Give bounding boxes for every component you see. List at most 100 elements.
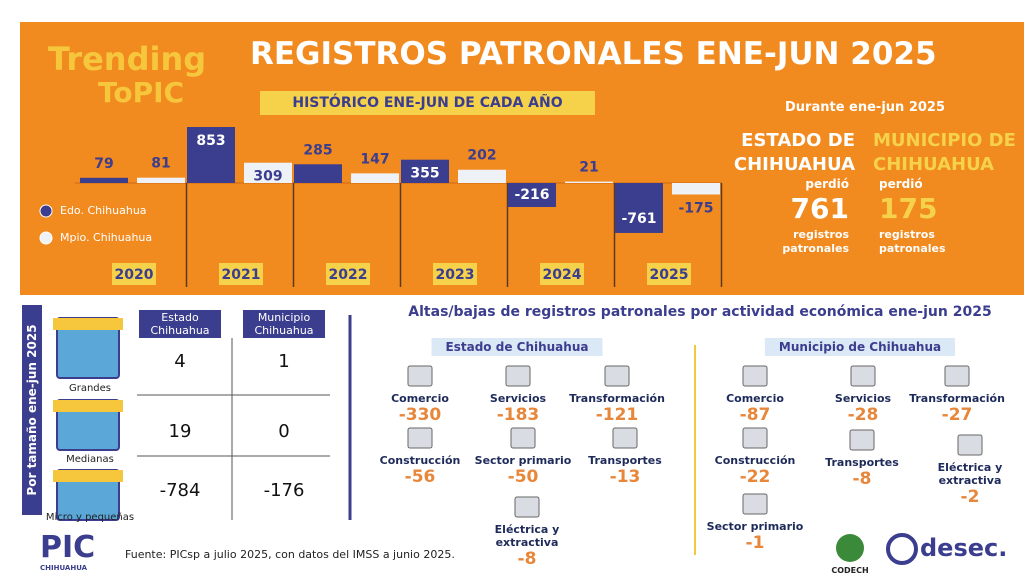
row-label: Medianas	[66, 454, 114, 465]
activity: Transportes -13	[570, 454, 680, 487]
year-box	[433, 263, 477, 285]
logo: ToPIC	[98, 76, 185, 109]
activity-label: Transformación	[569, 392, 665, 405]
cell-value: -176	[263, 480, 305, 501]
activity-value: -121	[595, 405, 639, 425]
value-label: -216	[514, 187, 549, 203]
side-label: Por tamaño ene-jun 2025	[25, 324, 39, 496]
activity-label: Transportes	[588, 454, 662, 467]
cell-value: 4	[174, 351, 186, 372]
activity: Sector primario -50	[468, 454, 578, 487]
bar	[294, 164, 342, 183]
activity-value: -56	[404, 467, 436, 487]
year-box	[219, 263, 263, 285]
activity: Comercio -330	[365, 392, 475, 425]
activity-icon	[510, 427, 536, 449]
x-tick-label: 2023	[436, 267, 475, 283]
activity-label: Sector primario	[706, 520, 804, 533]
store-awning	[53, 400, 123, 412]
group-header: Estado de Chihuahua	[431, 338, 603, 356]
activity-value: -1	[745, 533, 765, 553]
summary-name: MUNICIPIO DE	[873, 130, 1016, 151]
label-box	[508, 183, 556, 207]
bar	[187, 127, 235, 183]
activity-icon	[742, 365, 768, 387]
activity: Transformación -27	[902, 392, 1012, 425]
activity-label: Comercio	[726, 392, 784, 405]
activity: Transformación -121	[562, 392, 672, 425]
group-header: Municipio de Chihuahua	[764, 338, 956, 356]
value-label: 21	[579, 160, 598, 176]
x-tick-label: 2025	[650, 267, 689, 283]
row-label: Micro y pequeñas	[45, 512, 135, 523]
activity: Servicios -183	[463, 392, 573, 425]
activity: Transportes -8	[807, 456, 917, 489]
x-tick-label: 2020	[115, 267, 154, 283]
cell-value: 1	[278, 351, 290, 372]
activity-value: -50	[507, 467, 539, 487]
title: REGISTROS PATRONALES ENE-JUN 2025	[250, 36, 937, 72]
summary-period: Durante ene-jun 2025	[785, 100, 945, 115]
summary-value: 175	[879, 192, 938, 225]
column-header: Municipio Chihuahua	[243, 310, 325, 338]
bar	[672, 183, 720, 195]
activity-icon	[505, 365, 531, 387]
activity-label: Sector primario	[474, 454, 572, 467]
logo-left: PIC	[40, 530, 96, 565]
activity-value: -22	[739, 467, 771, 487]
bar	[565, 181, 613, 183]
bar	[80, 177, 128, 183]
activity-value: -183	[496, 405, 540, 425]
side-band	[22, 305, 42, 515]
activities-title: Altas/bajas de registros patronales por …	[408, 304, 992, 320]
activity-icon	[850, 365, 876, 387]
cell-value: 19	[168, 421, 192, 442]
activity-label: Comercio	[391, 392, 449, 405]
year-box	[647, 263, 691, 285]
value-label: -175	[678, 200, 713, 216]
bar	[615, 183, 663, 233]
activity-value: -8	[852, 469, 872, 489]
bar	[137, 177, 185, 183]
activity: Servicios -28	[808, 392, 918, 425]
bar	[244, 162, 292, 183]
activity-value: -27	[941, 405, 973, 425]
summary-unit: registros	[793, 228, 849, 241]
activity-icon	[957, 434, 983, 456]
activity-value: -8	[517, 549, 537, 569]
cell-value: 0	[278, 421, 290, 442]
activity-icon	[849, 429, 875, 451]
desec: desec.	[920, 534, 1008, 562]
column-header: Estado Chihuahua	[139, 310, 221, 338]
value-label: 79	[94, 156, 113, 172]
summary-name: CHIHUAHUA	[873, 154, 995, 175]
summary-unit: patronales	[879, 242, 946, 255]
activity-icon	[407, 427, 433, 449]
activity-value: -330	[398, 405, 442, 425]
summary-value: 761	[790, 192, 849, 225]
summary-verb: perdió	[805, 177, 849, 191]
activity: Comercio -87	[700, 392, 810, 425]
summary-verb: perdió	[879, 177, 923, 191]
store-awning	[53, 470, 123, 482]
activity-icon	[742, 427, 768, 449]
activity-label: Transformación	[909, 392, 1005, 405]
legend-label: Edo. Chihuahua	[60, 204, 147, 217]
value-label: 355	[410, 166, 439, 182]
row-label: Grandes	[68, 383, 112, 394]
activity: Construcción -56	[365, 454, 475, 487]
value-label: 202	[467, 148, 496, 164]
activity: Construcción -22	[700, 454, 810, 487]
x-tick-label: 2021	[222, 267, 261, 283]
chart-subtitle: HISTÓRICO ENE-JUN DE CADA AÑO	[260, 91, 595, 115]
year-box	[112, 263, 156, 285]
activity-label: Eléctrica y extractiva	[494, 523, 560, 549]
bar	[401, 159, 449, 183]
activity-label: Construcción	[379, 454, 461, 467]
codech: CODECH	[831, 566, 869, 575]
bar	[351, 173, 399, 183]
activity-icon	[604, 365, 630, 387]
activity: Eléctrica y extractiva -8	[472, 523, 582, 569]
